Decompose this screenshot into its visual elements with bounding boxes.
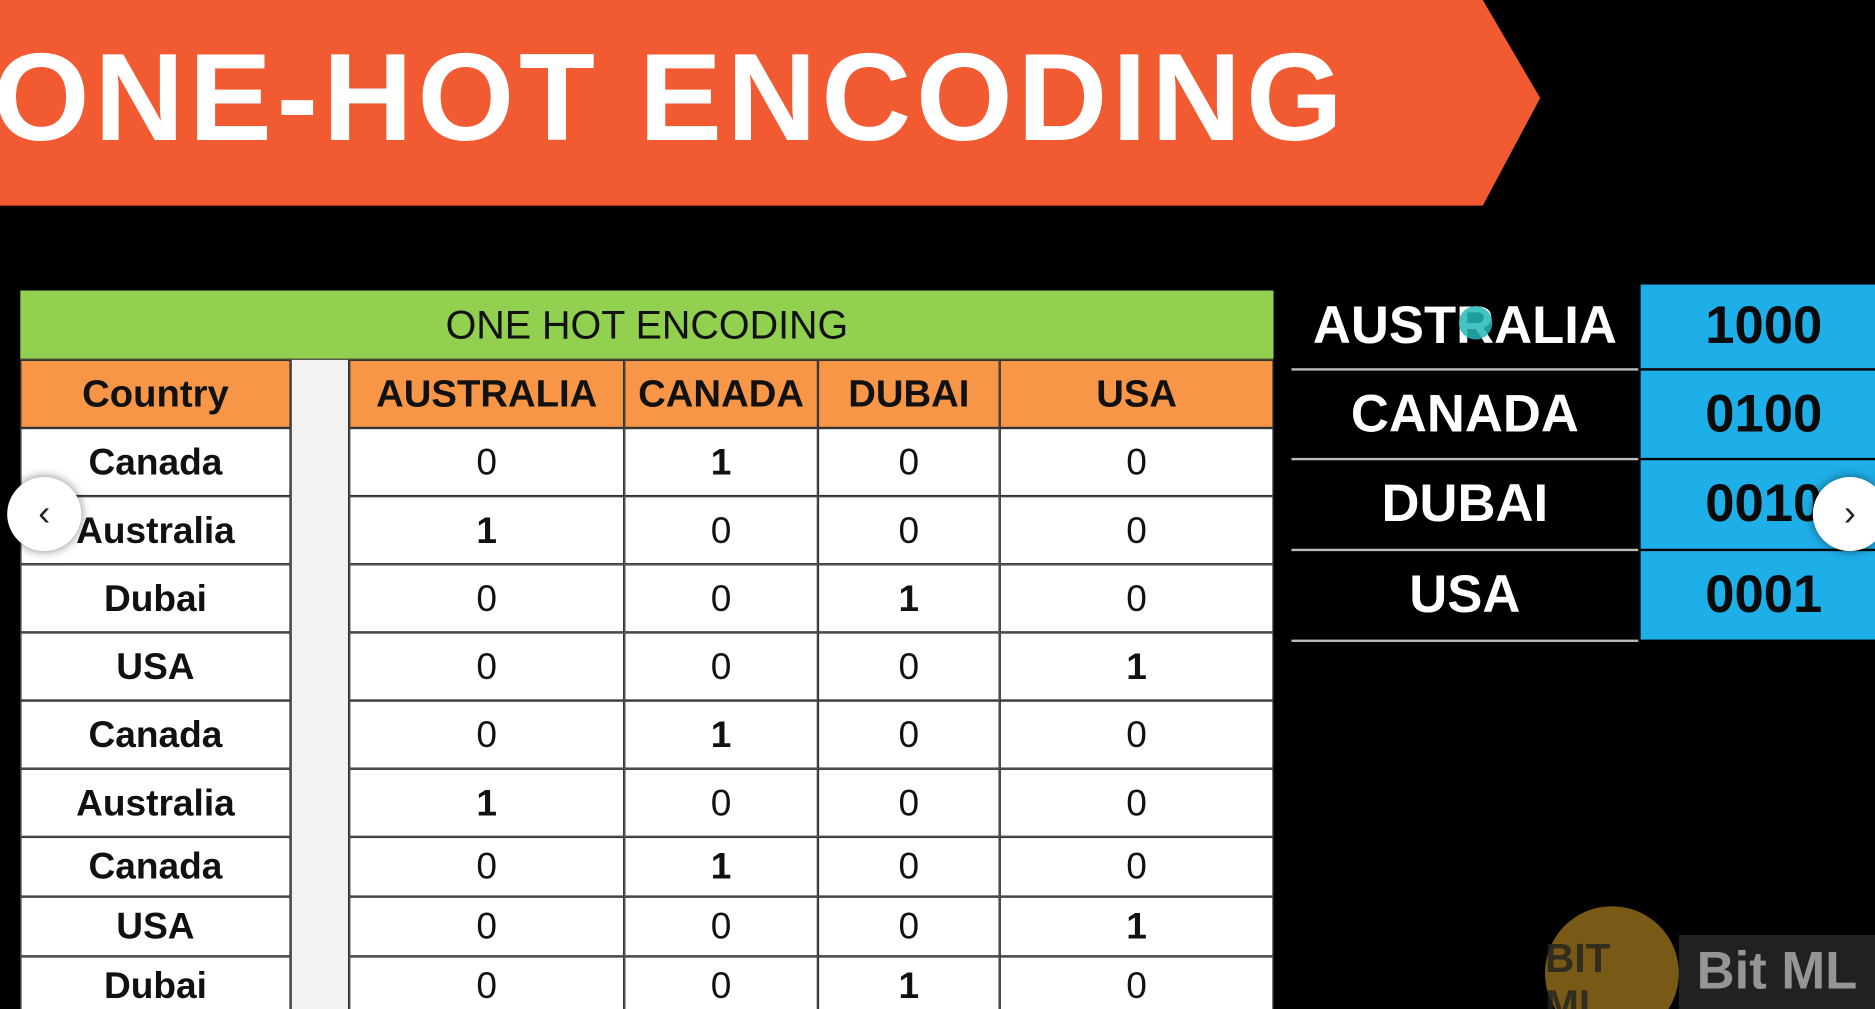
value-cell: 1 xyxy=(817,956,1000,1009)
value-cell: 1 xyxy=(349,496,625,565)
title-banner xyxy=(0,0,1541,206)
value-cell: 0 xyxy=(349,700,625,769)
value-cell: 0 xyxy=(349,427,625,497)
value-cell: 1 xyxy=(817,564,1000,633)
value-cell: 0 xyxy=(349,956,625,1009)
value-cell: 0 xyxy=(999,956,1274,1009)
lookup-code: 0100 xyxy=(1640,370,1875,461)
column-header: DUBAI xyxy=(817,359,1000,428)
country-cell: Canada xyxy=(20,836,291,897)
value-cell: 0 xyxy=(817,496,1000,565)
value-cell: 1 xyxy=(624,836,818,897)
value-cell: 0 xyxy=(999,564,1274,633)
country-cell: Canada xyxy=(20,700,291,769)
value-cell: 0 xyxy=(817,896,1000,957)
country-cell: Dubai xyxy=(20,956,291,1009)
page-title: ONE-HOT ENCODING xyxy=(0,28,1348,167)
value-cell: 0 xyxy=(817,700,1000,769)
prev-button[interactable]: ‹ xyxy=(7,477,82,552)
value-cell: 0 xyxy=(999,496,1274,565)
lookup-code: 0001 xyxy=(1640,551,1875,642)
column-header: AUSTRALIA xyxy=(349,359,625,428)
banner-shape xyxy=(0,0,1541,206)
value-cell: 0 xyxy=(817,768,1000,837)
country-cell: USA xyxy=(20,896,291,957)
country-cell: Australia xyxy=(20,768,291,837)
value-cell: 0 xyxy=(817,632,1000,701)
value-cell: 0 xyxy=(999,427,1274,497)
column-header: CANADA xyxy=(624,359,818,428)
value-cell: 0 xyxy=(624,768,818,837)
value-cell: 1 xyxy=(624,427,818,497)
lookup-label: USA xyxy=(1291,551,1639,642)
value-cell: 0 xyxy=(624,632,818,701)
value-cell: 0 xyxy=(624,956,818,1009)
table-title: ONE HOT ENCODING xyxy=(20,290,1274,360)
cursor-dot xyxy=(1458,306,1493,340)
country-cell: USA xyxy=(20,632,291,701)
value-cell: 0 xyxy=(349,836,625,897)
lookup-label: CANADA xyxy=(1291,371,1639,461)
value-cell: 1 xyxy=(999,896,1274,957)
lookup-label: DUBAI xyxy=(1291,460,1639,552)
column-header: Country xyxy=(20,359,291,428)
watermark-logo-text: BIT ML xyxy=(1544,936,1611,1009)
watermark-text: Bit ML xyxy=(1678,934,1875,1009)
value-cell: 1 xyxy=(349,768,625,837)
country-cell: Dubai xyxy=(20,564,291,633)
value-cell: 0 xyxy=(999,700,1274,769)
value-cell: 0 xyxy=(624,896,818,957)
value-cell: 1 xyxy=(624,700,818,769)
next-button[interactable]: › xyxy=(1812,477,1875,552)
value-cell: 0 xyxy=(349,564,625,633)
value-cell: 0 xyxy=(999,836,1274,897)
value-cell: 1 xyxy=(999,632,1274,701)
value-cell: 0 xyxy=(999,768,1274,837)
value-cell: 0 xyxy=(349,896,625,957)
watermark-logo xyxy=(1544,906,1679,1009)
value-cell: 0 xyxy=(817,427,1000,497)
value-cell: 0 xyxy=(349,632,625,701)
value-cell: 0 xyxy=(817,836,1000,897)
column-header: USA xyxy=(999,359,1274,428)
value-cell: 0 xyxy=(624,564,818,633)
lookup-code: 1000 xyxy=(1640,284,1875,371)
header-gap xyxy=(290,359,350,1009)
value-cell: 0 xyxy=(624,496,818,565)
